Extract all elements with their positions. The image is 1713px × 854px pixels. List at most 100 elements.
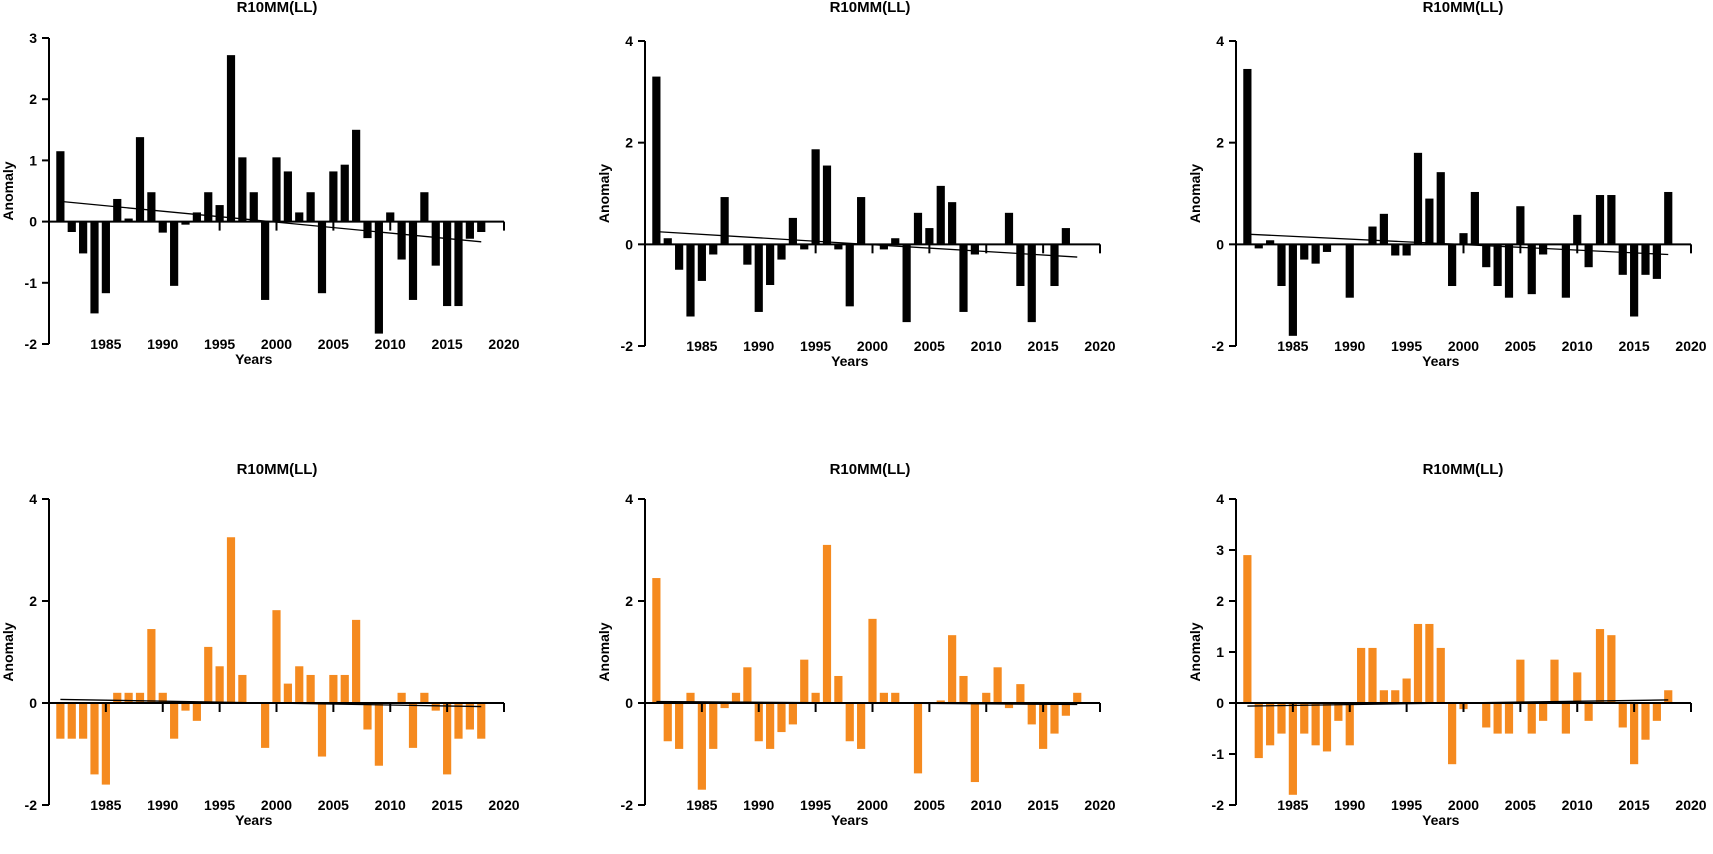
bar-1991 — [766, 244, 775, 285]
bar-1985 — [697, 244, 706, 281]
x-tick-label: 1985 — [1277, 338, 1308, 354]
bar-1999 — [261, 703, 270, 748]
bar-1985 — [697, 703, 706, 790]
y-tick-label: 1 — [29, 152, 37, 168]
bar-1987 — [1311, 244, 1320, 264]
bar-1999 — [857, 197, 866, 245]
chart-title: R10MM(LL) — [1423, 0, 1504, 16]
bar-1986 — [113, 692, 122, 703]
x-axis-label: Years — [235, 812, 273, 828]
bar-1993 — [192, 212, 201, 222]
bar-1996 — [226, 537, 236, 703]
bar-1988 — [1322, 244, 1332, 252]
bar-1990 — [754, 703, 763, 742]
bar-1984 — [90, 703, 99, 775]
bar-1997 — [238, 674, 247, 703]
bar-1997 — [834, 244, 843, 250]
bar-2000 — [868, 618, 877, 703]
bar-2009 — [374, 703, 383, 766]
bar-2018 — [477, 221, 486, 232]
bar-2004 — [1504, 244, 1514, 298]
x-tick-label: 2015 — [432, 336, 463, 352]
bar-2001 — [1470, 191, 1479, 245]
bar-2005 — [329, 171, 338, 222]
chart-title: R10MM(LL) — [830, 461, 911, 478]
bar-2003 — [902, 244, 911, 323]
bar-2013 — [420, 192, 429, 222]
bar-1981 — [652, 76, 661, 245]
bar-1992 — [1368, 226, 1377, 245]
bar-1990 — [1345, 703, 1354, 746]
x-tick-label: 2015 — [1619, 797, 1650, 813]
y-tick-label: 2 — [29, 593, 37, 609]
bar-2017 — [1652, 703, 1661, 721]
y-tick-label: 1 — [1216, 644, 1224, 660]
x-tick-label: 2020 — [488, 797, 519, 813]
x-tick-label: 1985 — [686, 338, 717, 354]
y-tick-label: 0 — [1216, 236, 1224, 252]
chart-panel-1: R10MM(LL) -2 -1 0 1 2 3 1985 1990 1995 2000 2005 201… — [0, 0, 520, 367]
bar-2014 — [431, 221, 440, 266]
bar-1984 — [686, 244, 695, 317]
bar-2000 — [272, 157, 281, 222]
y-tick-label: 3 — [1216, 542, 1224, 558]
bar-2012 — [1595, 195, 1605, 245]
y-tick-label: 2 — [1216, 135, 1224, 151]
bar-2001 — [879, 244, 888, 250]
bar-1994 — [800, 244, 809, 250]
bar-2014 — [1618, 244, 1627, 275]
x-tick-label: 2010 — [971, 797, 1002, 813]
bar-1981 — [56, 703, 65, 739]
bar-1994 — [204, 646, 213, 703]
trend-line — [656, 230, 1078, 258]
y-tick-label: 0 — [1216, 695, 1224, 711]
chart-panel-5: R10MM(LL) -2 0 2 4 1985 1990 1995 2000 2005 2010 20… — [596, 461, 1116, 828]
x-tick-label: 1995 — [204, 797, 235, 813]
x-tick-label: 1985 — [90, 336, 121, 352]
bar-2017 — [1061, 703, 1070, 716]
x-tick-label: 2010 — [971, 338, 1002, 354]
x-tick-label: 2010 — [1562, 797, 1593, 813]
chart-title: R10MM(LL) — [237, 0, 318, 16]
bar-2016 — [1050, 244, 1059, 287]
y-axis-label: Anomaly — [1187, 164, 1203, 223]
x-tick-label: 1985 — [686, 797, 717, 813]
bar-2007 — [352, 619, 361, 703]
bar-1987 — [124, 218, 133, 222]
bar-2003 — [1493, 244, 1502, 287]
bar-1996 — [822, 165, 832, 245]
bar-2016 — [1641, 244, 1650, 275]
bar-2006 — [936, 185, 945, 245]
bar-1992 — [777, 244, 786, 260]
bar-2004 — [1504, 703, 1514, 734]
bar-1992 — [181, 221, 190, 225]
bar-2017 — [1652, 244, 1661, 279]
bar-1989 — [743, 667, 752, 703]
bar-1993 — [1379, 690, 1388, 703]
x-tick-label: 2000 — [857, 338, 888, 354]
bar-1983 — [79, 703, 88, 739]
y-tick-label: 4 — [1216, 491, 1224, 507]
y-tick-label: 0 — [625, 236, 633, 252]
bar-1988 — [1322, 703, 1332, 752]
bar-1998 — [845, 703, 854, 742]
bar-2000 — [272, 610, 281, 703]
bar-2018 — [1073, 692, 1082, 703]
x-tick-label: 2005 — [318, 797, 349, 813]
x-axis-label: Years — [1422, 812, 1460, 828]
x-tick-label: 2000 — [857, 797, 888, 813]
y-axis-label: Anomaly — [0, 161, 16, 220]
y-axis-label: Anomaly — [596, 622, 612, 681]
y-tick-label: -2 — [1212, 338, 1225, 354]
bar-1996 — [822, 544, 832, 703]
x-axis-label: Years — [1422, 353, 1460, 369]
bar-1987 — [1311, 703, 1320, 746]
bar-1997 — [1425, 623, 1434, 703]
x-tick-label: 1985 — [90, 797, 121, 813]
bar-1989 — [147, 192, 156, 222]
bar-2000 — [1459, 233, 1468, 245]
bar-2008 — [363, 221, 372, 239]
bar-2002 — [891, 238, 900, 245]
y-tick-label: 0 — [625, 695, 633, 711]
